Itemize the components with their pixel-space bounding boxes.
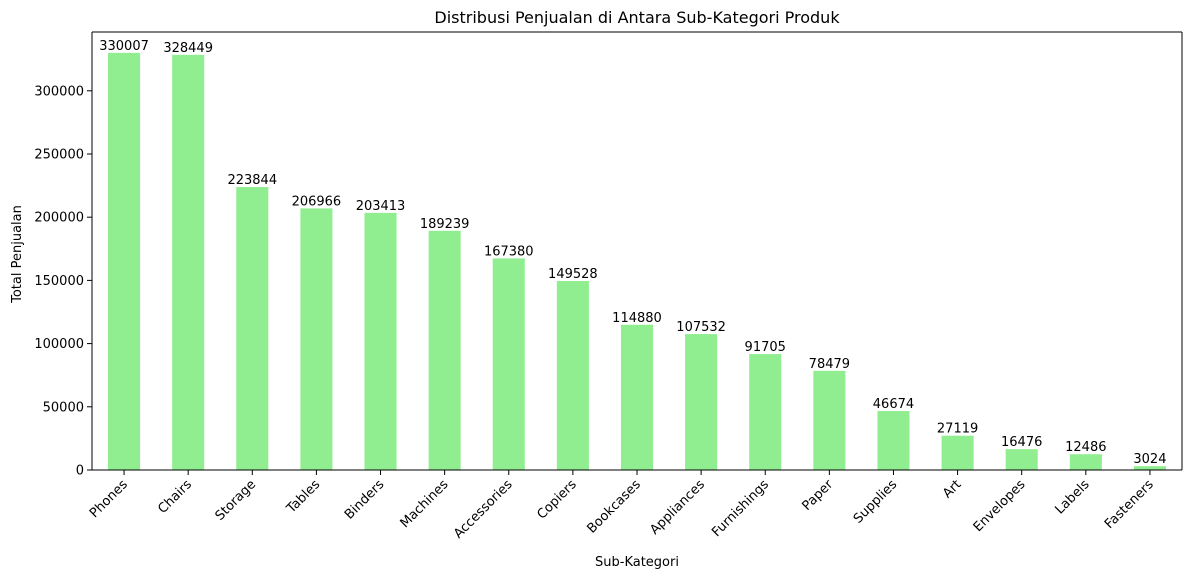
bar-storage: [236, 187, 269, 470]
data-label-tables: 206966: [292, 194, 342, 209]
x-tick-label-appliances: Appliances: [647, 477, 708, 538]
y-tick-label: 0: [76, 464, 84, 479]
x-axis: Phones Chairs Storage Tables Binders Machines…: [87, 470, 1157, 542]
bar-supplies: [877, 411, 910, 470]
x-tick-label-labels: Labels: [1052, 477, 1092, 517]
data-label-fasteners: 3024: [1133, 452, 1166, 467]
data-label-machines: 189239: [420, 217, 470, 232]
data-label-paper: 78479: [809, 357, 850, 372]
bar-envelopes: [1005, 449, 1038, 470]
bars-group: [108, 52, 1166, 470]
data-label-accessories: 167380: [484, 244, 534, 259]
bar-tables: [300, 208, 333, 470]
data-label-bookcases: 114880: [612, 311, 662, 326]
chart-title: Distribusi Penjualan di Antara Sub-Kateg…: [434, 8, 840, 27]
x-tick-label-fasteners: Fasteners: [1102, 477, 1157, 532]
y-axis-label: Total Penjualan: [10, 205, 25, 304]
data-label-envelopes: 16476: [1001, 435, 1042, 450]
x-tick-label-phones: Phones: [87, 477, 131, 521]
y-tick-label: 200000: [34, 211, 84, 226]
data-labels-group: 330007 328449 223844 206966 203413 189239 1673…: [99, 39, 1166, 467]
data-label-art: 27119: [937, 422, 978, 437]
bar-appliances: [685, 334, 718, 470]
data-label-phones: 330007: [99, 39, 149, 54]
x-tick-label-storage: Storage: [213, 477, 260, 524]
data-label-copiers: 149528: [548, 267, 598, 282]
y-axis: 0 50000 100000 150000 200000 250000 300000: [34, 31, 1183, 479]
bar-furnishings: [749, 354, 782, 470]
x-tick-label-copiers: Copiers: [534, 477, 579, 522]
y-tick-label: 300000: [34, 84, 84, 99]
bar-copiers: [556, 280, 589, 470]
data-label-labels: 12486: [1065, 440, 1106, 455]
bar-accessories: [492, 258, 525, 470]
data-label-binders: 203413: [356, 199, 406, 214]
x-tick-label-envelopes: Envelopes: [971, 477, 1029, 535]
x-tick-label-art: Art: [940, 477, 964, 501]
bar-chairs: [172, 54, 205, 470]
bar-bookcases: [620, 324, 654, 470]
x-tick-label-supplies: Supplies: [851, 477, 901, 527]
data-label-storage: 223844: [227, 173, 277, 188]
x-tick-label-machines: Machines: [398, 477, 452, 531]
x-tick-label-binders: Binders: [342, 477, 388, 523]
data-label-chairs: 328449: [163, 41, 213, 56]
x-tick-label-tables: Tables: [283, 477, 323, 517]
data-label-supplies: 46674: [873, 397, 914, 412]
y-tick-label: 100000: [34, 337, 84, 352]
x-tick-label-paper: Paper: [800, 477, 837, 514]
x-tick-label-chairs: Chairs: [155, 477, 195, 517]
x-tick-label-bookcases: Bookcases: [584, 477, 644, 537]
bar-paper: [813, 370, 846, 470]
data-label-appliances: 107532: [676, 320, 726, 335]
bar-binders: [364, 212, 397, 470]
x-tick-label-furnishings: Furnishings: [709, 477, 772, 540]
bar-labels: [1069, 454, 1102, 470]
bar-phones: [108, 52, 141, 470]
x-axis-label: Sub-Kategori: [595, 555, 679, 570]
bar-fasteners: [1133, 466, 1166, 470]
data-label-furnishings: 91705: [745, 340, 786, 355]
x-tick-label-accessories: Accessories: [451, 477, 516, 542]
y-tick-label: 250000: [34, 147, 84, 162]
y-tick-label: 150000: [34, 274, 84, 289]
y-tick-label: 50000: [43, 400, 84, 415]
bar-art: [941, 435, 974, 470]
bar-machines: [428, 230, 461, 470]
